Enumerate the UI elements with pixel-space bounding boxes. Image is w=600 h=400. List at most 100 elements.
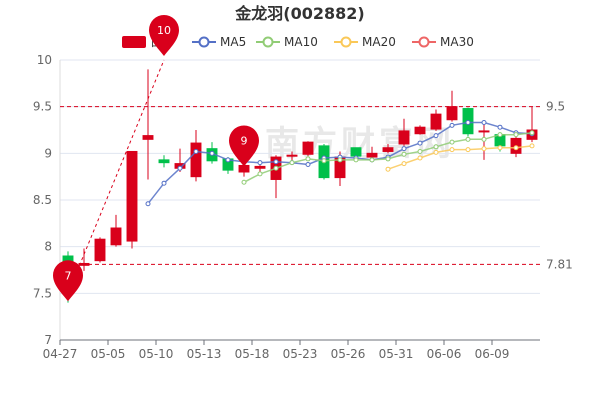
candle — [526, 106, 538, 143]
ma-point — [273, 165, 279, 171]
marker-pin-shape — [53, 260, 83, 302]
legend-item-ma30[interactable]: MA30 — [412, 35, 474, 49]
ma-point — [481, 120, 487, 126]
ma-point — [497, 132, 503, 138]
ma-point — [449, 139, 455, 145]
ma-point — [465, 147, 471, 153]
candle — [302, 141, 314, 157]
candle — [382, 144, 394, 154]
ma-point — [465, 136, 471, 142]
y-tick-label: 9 — [44, 146, 52, 160]
candle-body — [158, 159, 170, 164]
candle-body — [190, 142, 202, 178]
legend-label: MA20 — [362, 35, 396, 49]
ma-point — [193, 148, 199, 154]
connector-line — [67, 59, 165, 294]
candle — [366, 146, 378, 159]
y-tick-label: 8.5 — [33, 193, 52, 207]
ma-point — [481, 136, 487, 142]
ma-point — [401, 161, 407, 167]
candle-body — [286, 154, 298, 157]
x-tick-label: 06-06 — [427, 347, 462, 361]
y-tick-label: 8 — [44, 240, 52, 254]
ma-point — [513, 132, 519, 138]
marker-pin: 9 — [229, 125, 259, 167]
marker-pin-shape — [149, 15, 179, 56]
ma-point — [289, 160, 295, 166]
ma-point — [401, 151, 407, 157]
candle-body — [478, 130, 490, 133]
candle-body — [446, 106, 458, 121]
marker-pin-shape — [229, 125, 259, 167]
ma-series-ma10 — [241, 130, 535, 185]
candle — [190, 130, 202, 182]
marker-label: 7 — [65, 269, 72, 282]
ma-series-ma20 — [385, 143, 535, 172]
candles — [62, 69, 538, 303]
candle — [414, 125, 426, 135]
ma-point — [481, 146, 487, 152]
markers: 7 10 9 — [53, 15, 259, 302]
candle-body — [254, 165, 266, 169]
ma-point — [433, 133, 439, 139]
y-tick-label: 7.5 — [33, 286, 52, 300]
marker-label: 9 — [241, 135, 248, 148]
x-tick-label: 05-23 — [283, 347, 318, 361]
ma-point — [529, 130, 535, 136]
candle-body — [302, 141, 314, 155]
legend-swatch — [122, 36, 146, 48]
ma-point — [257, 171, 263, 177]
y-axis: 7 7.5 8 8.5 9 9.5 10 — [33, 53, 52, 347]
legend-label: MA30 — [440, 35, 474, 49]
ma-point — [209, 150, 215, 156]
marker-pin: 10 — [149, 15, 179, 56]
candle-body — [78, 262, 90, 266]
ma-point — [529, 143, 535, 149]
x-axis: 04-27 05-05 05-10 05-13 05-18 05-23 05-26 05-31… — [43, 339, 540, 361]
reference-line-label: 9.5 — [546, 100, 565, 114]
candle-body — [142, 135, 154, 140]
x-tick-label: 05-18 — [235, 347, 270, 361]
ma-point — [385, 166, 391, 172]
candle-body — [414, 126, 426, 135]
candle — [94, 237, 106, 263]
y-tick-label: 9.5 — [33, 100, 52, 114]
candle — [398, 118, 410, 146]
x-tick-label: 05-31 — [379, 347, 414, 361]
candle-body — [126, 150, 138, 242]
candle — [142, 69, 154, 180]
ma-point — [177, 165, 183, 171]
candle — [158, 155, 170, 168]
ma-point — [305, 156, 311, 162]
ma-point — [241, 179, 247, 185]
legend-item-ma10[interactable]: MA10 — [256, 35, 318, 49]
candle-body — [110, 227, 122, 246]
ma-point — [145, 201, 151, 207]
chart-title: 金龙羽(002882) — [234, 4, 364, 23]
ma-point — [369, 157, 375, 163]
ma-point — [497, 124, 503, 130]
candle-body — [94, 238, 106, 262]
ma-point — [257, 160, 263, 166]
ma-point — [465, 120, 471, 126]
ma-point — [433, 149, 439, 155]
x-tick-label: 05-26 — [331, 347, 366, 361]
candle — [430, 109, 442, 131]
candle-body — [398, 130, 410, 145]
marker-pin: 7 — [53, 260, 83, 302]
legend-label: MA5 — [220, 35, 246, 49]
ma-point — [513, 145, 519, 151]
legend-item-ma5[interactable]: MA5 — [192, 35, 246, 49]
candle-body — [350, 147, 362, 157]
candle-body — [382, 147, 394, 152]
ma-point — [273, 159, 279, 165]
y-tick-label: 10 — [37, 53, 52, 67]
candle — [110, 214, 122, 247]
ma-point — [337, 157, 343, 163]
x-tick-label: 05-13 — [187, 347, 222, 361]
ma-point — [321, 158, 327, 164]
legend-item-ma20[interactable]: MA20 — [334, 35, 396, 49]
legend-marker — [340, 36, 352, 48]
legend-marker — [418, 36, 430, 48]
